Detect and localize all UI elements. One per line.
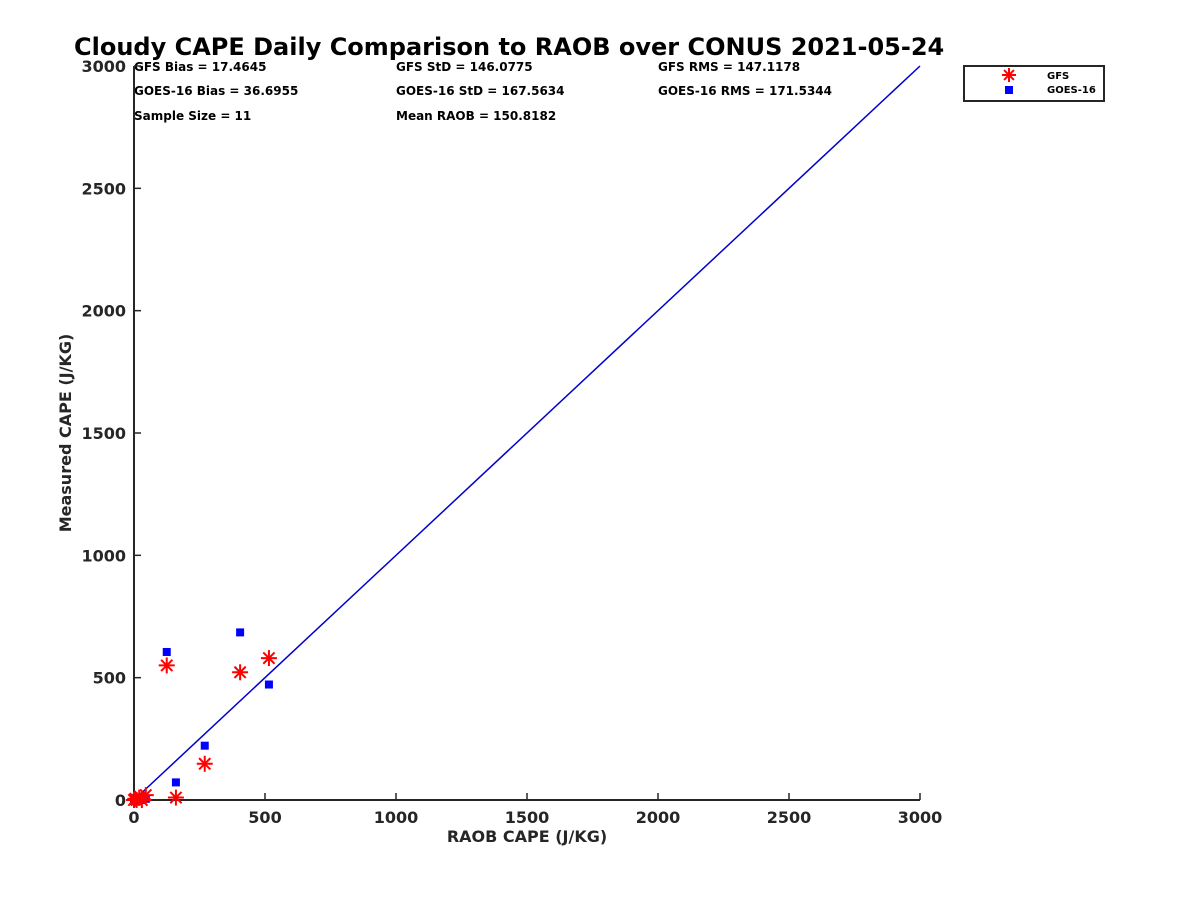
- x-tick-label: 1500: [505, 808, 550, 827]
- gfs-point: [137, 787, 154, 804]
- stat-goes-std: GOES-16 StD = 167.5634: [396, 84, 565, 98]
- x-tick-label: 3000: [898, 808, 943, 827]
- gfs-point: [196, 755, 213, 772]
- x-tick-label: 0: [128, 808, 139, 827]
- legend-goes-label: GOES-16: [1047, 85, 1096, 96]
- y-tick-label: 1000: [81, 546, 126, 565]
- goes16-point: [171, 778, 180, 787]
- chart-title: Cloudy CAPE Daily Comparison to RAOB ove…: [74, 33, 944, 61]
- stat-goes-rms: GOES-16 RMS = 171.5344: [658, 84, 832, 98]
- points-group: [126, 628, 277, 808]
- x-tick-label: 1000: [374, 808, 419, 827]
- y-tick-label: 2000: [81, 302, 126, 321]
- stat-gfs-rms: GFS RMS = 147.1178: [658, 60, 800, 74]
- legend-gfs-marker: [1002, 68, 1016, 82]
- y-tick-label: 0: [115, 791, 126, 810]
- stat-gfs-std: GFS StD = 146.0775: [396, 60, 533, 74]
- y-axis-label: Measured CAPE (J/KG): [56, 334, 75, 533]
- gfs-point: [260, 650, 277, 667]
- x-axis-label: RAOB CAPE (J/KG): [447, 827, 607, 846]
- x-tick-label: 2500: [767, 808, 812, 827]
- gfs-point: [232, 664, 249, 681]
- goes16-point: [200, 741, 209, 750]
- goes16-point: [162, 647, 171, 656]
- gfs-point: [158, 657, 175, 674]
- legend-box: [963, 65, 1105, 102]
- one-to-one-line: [133, 65, 921, 801]
- legend-gfs-asterisk: [1002, 68, 1016, 82]
- y-tick-label: 3000: [81, 57, 126, 76]
- goes16-point: [264, 680, 273, 689]
- x-tick-label: 500: [248, 808, 281, 827]
- legend-gfs-label: GFS: [1047, 71, 1069, 82]
- legend-goes-marker: [1005, 86, 1013, 94]
- y-tick-label: 500: [93, 669, 126, 688]
- gfs-point: [167, 789, 184, 806]
- stat-mean-raob: Mean RAOB = 150.8182: [396, 109, 556, 123]
- stat-sample-size: Sample Size = 11: [134, 109, 251, 123]
- y-tick-label: 2500: [81, 179, 126, 198]
- stat-gfs-bias: GFS Bias = 17.4645: [134, 60, 266, 74]
- x-tick-label: 2000: [636, 808, 681, 827]
- legend: GFS GOES-16: [963, 65, 1105, 102]
- reference-line-group: [133, 65, 921, 801]
- tick-group: 0 500 1000 1500 2000 2500 3000 0 500 1000 1500 2000…: [81, 57, 942, 827]
- y-tick-label: 1500: [81, 424, 126, 443]
- stats-block: GFS Bias = 17.4645 GFS StD = 146.0775 GF…: [134, 60, 832, 123]
- stat-goes-bias: GOES-16 Bias = 36.6955: [134, 84, 298, 98]
- goes16-point: [236, 628, 245, 637]
